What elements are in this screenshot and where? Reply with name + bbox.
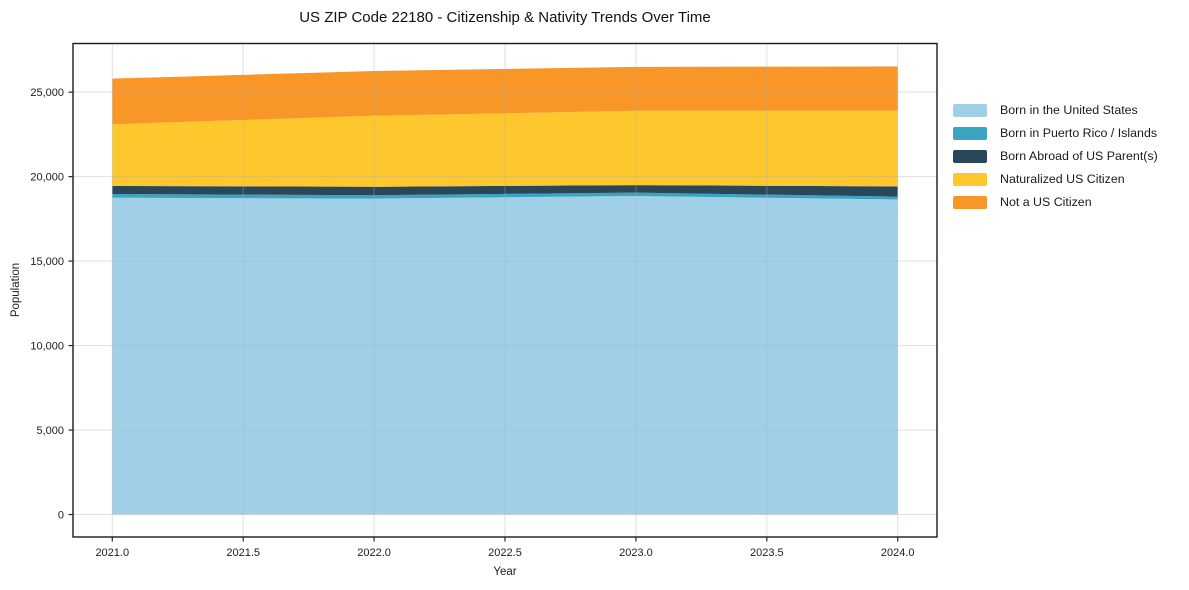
legend-swatch <box>953 150 987 163</box>
x-tick-label: 2024.0 <box>881 547 915 559</box>
y-tick-label: 20,000 <box>30 171 64 183</box>
x-axis-label: Year <box>493 566 517 578</box>
area-naturalized-us-citizen <box>112 110 898 187</box>
x-tick-label: 2022.5 <box>488 547 522 559</box>
x-tick-label: 2023.0 <box>619 547 653 559</box>
legend-swatch <box>953 104 987 117</box>
legend-swatch <box>953 173 987 186</box>
legend-item-born-in-the-united-states: Born in the United States <box>953 104 1158 117</box>
area-born-abroad-of-us-parent-s <box>112 185 898 197</box>
legend-item-born-in-puerto-rico-islands: Born in Puerto Rico / Islands <box>953 127 1158 140</box>
area-born-in-puerto-rico-islands <box>112 192 898 200</box>
y-tick-label: 25,000 <box>30 87 64 99</box>
area-not-a-us-citizen <box>112 66 898 125</box>
x-tick-label: 2023.5 <box>750 547 784 559</box>
y-axis-label: Population <box>10 262 22 318</box>
x-tick-label: 2022.0 <box>357 547 391 559</box>
legend-item-naturalized-us-citizen: Naturalized US Citizen <box>953 173 1158 186</box>
y-tick-label: 0 <box>58 509 64 521</box>
y-tick-label: 5,000 <box>36 425 64 437</box>
x-tick-label: 2021.5 <box>226 547 260 559</box>
legend-item-born-abroad-of-us-parent-s: Born Abroad of US Parent(s) <box>953 150 1158 163</box>
legend-item-not-a-us-citizen: Not a US Citizen <box>953 196 1158 209</box>
legend-swatch <box>953 196 987 209</box>
legend-label: Naturalized US Citizen <box>1000 172 1125 187</box>
legend-swatch <box>953 127 987 140</box>
legend: Born in the United States Born in Puerto … <box>953 104 1158 209</box>
y-tick-label: 10,000 <box>30 340 64 352</box>
legend-label: Born Abroad of US Parent(s) <box>1000 149 1158 164</box>
chart-title: US ZIP Code 22180 - Citizenship & Nativi… <box>299 9 711 26</box>
area-born-in-the-united-states <box>112 196 898 515</box>
legend-label: Not a US Citizen <box>1000 195 1092 210</box>
x-tick-label: 2021.0 <box>95 547 129 559</box>
y-tick-label: 15,000 <box>30 256 64 268</box>
legend-label: Born in Puerto Rico / Islands <box>1000 126 1158 141</box>
legend-label: Born in the United States <box>1000 103 1138 118</box>
